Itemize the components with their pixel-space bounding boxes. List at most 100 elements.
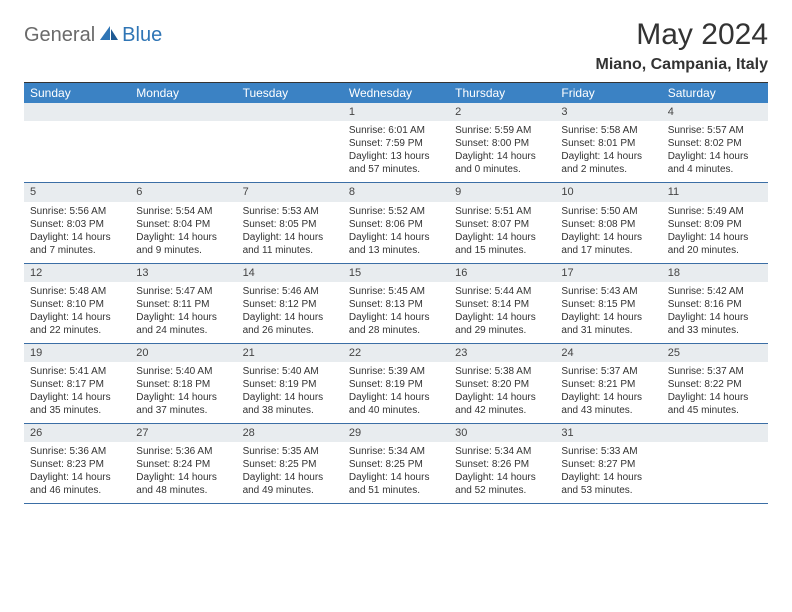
sunset-text: Sunset: 8:02 PM [668,137,762,150]
sunrise-text: Sunrise: 5:36 AM [136,445,230,458]
day-number: 16 [449,264,555,282]
day-cell: 4Sunrise: 5:57 AMSunset: 8:02 PMDaylight… [662,103,768,182]
sunrise-text: Sunrise: 5:42 AM [668,285,762,298]
sunset-text: Sunset: 8:19 PM [243,378,337,391]
sunset-text: Sunset: 8:27 PM [561,458,655,471]
daylight-text: Daylight: 14 hours and 31 minutes. [561,311,655,337]
day-cell: 3Sunrise: 5:58 AMSunset: 8:01 PMDaylight… [555,103,661,182]
sunrise-text: Sunrise: 5:58 AM [561,124,655,137]
day-details: Sunrise: 5:48 AMSunset: 8:10 PMDaylight:… [24,282,130,343]
daylight-text: Daylight: 14 hours and 51 minutes. [349,471,443,497]
day-details: Sunrise: 5:39 AMSunset: 8:19 PMDaylight:… [343,362,449,423]
day-details: Sunrise: 5:51 AMSunset: 8:07 PMDaylight:… [449,202,555,263]
sunset-text: Sunset: 8:15 PM [561,298,655,311]
day-cell: 17Sunrise: 5:43 AMSunset: 8:15 PMDayligh… [555,264,661,343]
day-number: 4 [662,103,768,121]
daylight-text: Daylight: 14 hours and 7 minutes. [30,231,124,257]
day-details: Sunrise: 5:50 AMSunset: 8:08 PMDaylight:… [555,202,661,263]
day-details: Sunrise: 5:57 AMSunset: 8:02 PMDaylight:… [662,121,768,182]
day-number: 6 [130,183,236,201]
daylight-text: Daylight: 14 hours and 15 minutes. [455,231,549,257]
sunrise-text: Sunrise: 5:45 AM [349,285,443,298]
day-cell: 20Sunrise: 5:40 AMSunset: 8:18 PMDayligh… [130,344,236,423]
day-cell: 26Sunrise: 5:36 AMSunset: 8:23 PMDayligh… [24,424,130,503]
daylight-text: Daylight: 14 hours and 0 minutes. [455,150,549,176]
day-header: Monday [130,83,236,103]
day-header-row: Sunday Monday Tuesday Wednesday Thursday… [24,83,768,103]
day-cell: 24Sunrise: 5:37 AMSunset: 8:21 PMDayligh… [555,344,661,423]
sunrise-text: Sunrise: 5:38 AM [455,365,549,378]
sunset-text: Sunset: 8:24 PM [136,458,230,471]
day-cell: 19Sunrise: 5:41 AMSunset: 8:17 PMDayligh… [24,344,130,423]
daylight-text: Daylight: 14 hours and 52 minutes. [455,471,549,497]
day-number: 24 [555,344,661,362]
sunset-text: Sunset: 8:05 PM [243,218,337,231]
daylight-text: Daylight: 14 hours and 53 minutes. [561,471,655,497]
day-number: 15 [343,264,449,282]
sunrise-text: Sunrise: 5:59 AM [455,124,549,137]
day-cell: 7Sunrise: 5:53 AMSunset: 8:05 PMDaylight… [237,183,343,262]
sunset-text: Sunset: 8:01 PM [561,137,655,150]
day-cell: 1Sunrise: 6:01 AMSunset: 7:59 PMDaylight… [343,103,449,182]
sunrise-text: Sunrise: 5:37 AM [668,365,762,378]
day-number: 2 [449,103,555,121]
day-details: Sunrise: 5:44 AMSunset: 8:14 PMDaylight:… [449,282,555,343]
sunrise-text: Sunrise: 5:56 AM [30,205,124,218]
day-cell: 23Sunrise: 5:38 AMSunset: 8:20 PMDayligh… [449,344,555,423]
day-number: 18 [662,264,768,282]
day-details [130,121,236,130]
day-cell: 29Sunrise: 5:34 AMSunset: 8:25 PMDayligh… [343,424,449,503]
sunrise-text: Sunrise: 5:46 AM [243,285,337,298]
day-number: 3 [555,103,661,121]
title-block: May 2024 Miano, Campania, Italy [596,18,768,74]
day-details: Sunrise: 5:37 AMSunset: 8:22 PMDaylight:… [662,362,768,423]
daylight-text: Daylight: 13 hours and 57 minutes. [349,150,443,176]
day-details: Sunrise: 5:37 AMSunset: 8:21 PMDaylight:… [555,362,661,423]
day-details: Sunrise: 5:59 AMSunset: 8:00 PMDaylight:… [449,121,555,182]
week-row: 19Sunrise: 5:41 AMSunset: 8:17 PMDayligh… [24,344,768,424]
day-number: 11 [662,183,768,201]
day-number: 10 [555,183,661,201]
sunrise-text: Sunrise: 5:34 AM [349,445,443,458]
sunrise-text: Sunrise: 5:54 AM [136,205,230,218]
day-header: Friday [555,83,661,103]
day-number [237,103,343,121]
sunset-text: Sunset: 8:00 PM [455,137,549,150]
sunset-text: Sunset: 8:13 PM [349,298,443,311]
day-details: Sunrise: 5:42 AMSunset: 8:16 PMDaylight:… [662,282,768,343]
sunset-text: Sunset: 8:25 PM [243,458,337,471]
daylight-text: Daylight: 14 hours and 40 minutes. [349,391,443,417]
sunset-text: Sunset: 8:18 PM [136,378,230,391]
sunrise-text: Sunrise: 5:41 AM [30,365,124,378]
day-number: 19 [24,344,130,362]
day-details: Sunrise: 5:43 AMSunset: 8:15 PMDaylight:… [555,282,661,343]
daylight-text: Daylight: 14 hours and 28 minutes. [349,311,443,337]
daylight-text: Daylight: 14 hours and 38 minutes. [243,391,337,417]
day-details: Sunrise: 5:34 AMSunset: 8:25 PMDaylight:… [343,442,449,503]
day-cell: 28Sunrise: 5:35 AMSunset: 8:25 PMDayligh… [237,424,343,503]
day-number [662,424,768,442]
day-cell [662,424,768,503]
day-cell: 8Sunrise: 5:52 AMSunset: 8:06 PMDaylight… [343,183,449,262]
sunrise-text: Sunrise: 5:53 AM [243,205,337,218]
sunset-text: Sunset: 8:26 PM [455,458,549,471]
day-cell: 13Sunrise: 5:47 AMSunset: 8:11 PMDayligh… [130,264,236,343]
daylight-text: Daylight: 14 hours and 9 minutes. [136,231,230,257]
sunset-text: Sunset: 8:16 PM [668,298,762,311]
day-details: Sunrise: 5:53 AMSunset: 8:05 PMDaylight:… [237,202,343,263]
daylight-text: Daylight: 14 hours and 4 minutes. [668,150,762,176]
day-details: Sunrise: 5:58 AMSunset: 8:01 PMDaylight:… [555,121,661,182]
day-number: 8 [343,183,449,201]
day-cell [237,103,343,182]
day-cell: 18Sunrise: 5:42 AMSunset: 8:16 PMDayligh… [662,264,768,343]
sunset-text: Sunset: 8:22 PM [668,378,762,391]
sunset-text: Sunset: 8:04 PM [136,218,230,231]
day-number: 22 [343,344,449,362]
daylight-text: Daylight: 14 hours and 43 minutes. [561,391,655,417]
week-row: 26Sunrise: 5:36 AMSunset: 8:23 PMDayligh… [24,424,768,504]
sunset-text: Sunset: 8:12 PM [243,298,337,311]
day-number: 7 [237,183,343,201]
sunset-text: Sunset: 8:09 PM [668,218,762,231]
daylight-text: Daylight: 14 hours and 37 minutes. [136,391,230,417]
day-cell: 2Sunrise: 5:59 AMSunset: 8:00 PMDaylight… [449,103,555,182]
